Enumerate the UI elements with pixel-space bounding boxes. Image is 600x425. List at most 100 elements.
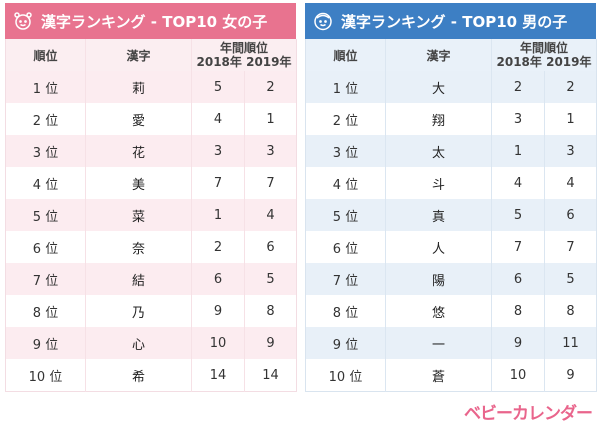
year-labels: 2018年 2019年	[192, 55, 296, 69]
kanji-cell: 莉	[85, 71, 192, 103]
rank-2018-cell: 4	[191, 103, 245, 135]
rank-2018-cell: 1	[491, 135, 545, 167]
kanji-cell: 菜	[85, 199, 192, 231]
rank-2019-cell: 2	[244, 71, 297, 103]
annual-rank-column-header: 年間順位 2018年 2019年	[191, 39, 297, 71]
rank-2019-cell: 9	[544, 359, 597, 392]
year-2019-label: 2019年	[546, 55, 592, 69]
rank-2018-cell: 4	[491, 167, 545, 199]
kanji-cell: 斗	[385, 167, 492, 199]
table-header-row: 順位 漢字 年間順位 2018年 2019年	[305, 39, 597, 71]
table-row: 9 位一 9 11	[305, 327, 597, 359]
rank-cell: 10 位	[305, 359, 386, 392]
rank-2018-cell: 3	[191, 135, 245, 167]
rank-2019-cell: 5	[244, 263, 297, 295]
rank-cell: 4 位	[5, 167, 86, 199]
rank-2018-cell: 6	[191, 263, 245, 295]
rank-2018-cell: 7	[491, 231, 545, 263]
rank-2019-cell: 14	[244, 359, 297, 392]
kanji-cell: 結	[85, 263, 192, 295]
kanji-cell: 人	[385, 231, 492, 263]
year-2018-label: 2018年	[496, 55, 542, 69]
kanji-cell: 希	[85, 359, 192, 392]
rank-2019-cell: 7	[544, 231, 597, 263]
rank-cell: 6 位	[5, 231, 86, 263]
rank-column-header: 順位	[5, 39, 86, 71]
rank-2019-cell: 5	[544, 263, 597, 295]
rank-2018-cell: 2	[491, 71, 545, 103]
annual-rank-column-header: 年間順位 2018年 2019年	[491, 39, 597, 71]
rank-cell: 10 位	[5, 359, 86, 392]
boys-panel-title: 漢字ランキング - TOP10 男の子	[341, 12, 568, 31]
kanji-cell: 愛	[85, 103, 192, 135]
rank-2018-cell: 2	[191, 231, 245, 263]
kanji-cell: 乃	[85, 295, 192, 327]
rank-cell: 8 位	[305, 295, 386, 327]
rank-2018-cell: 5	[491, 199, 545, 231]
kanji-column-header: 漢字	[385, 39, 492, 71]
rank-2019-cell: 2	[544, 71, 597, 103]
rank-cell: 6 位	[305, 231, 386, 263]
rank-2018-cell: 9	[491, 327, 545, 359]
rank-cell: 2 位	[5, 103, 86, 135]
rank-2018-cell: 3	[491, 103, 545, 135]
rank-2019-cell: 6	[244, 231, 297, 263]
rank-2019-cell: 11	[544, 327, 597, 359]
rank-2018-cell: 6	[491, 263, 545, 295]
rank-cell: 9 位	[5, 327, 86, 359]
kanji-cell: 陽	[385, 263, 492, 295]
table-row: 9 位心 10 9	[5, 327, 297, 359]
kanji-cell: 真	[385, 199, 492, 231]
kanji-cell: 一	[385, 327, 492, 359]
table-row: 10 位希 14 14	[5, 359, 297, 392]
rank-2019-cell: 4	[244, 199, 297, 231]
rank-2019-cell: 3	[544, 135, 597, 167]
rank-2018-cell: 10	[491, 359, 545, 392]
kanji-cell: 太	[385, 135, 492, 167]
year-2019-label: 2019年	[246, 55, 292, 69]
rank-cell: 1 位	[305, 71, 386, 103]
rank-2019-cell: 1	[244, 103, 297, 135]
annual-rank-label: 年間順位	[519, 41, 568, 55]
rank-cell: 1 位	[5, 71, 86, 103]
rank-2018-cell: 10	[191, 327, 245, 359]
rank-cell: 4 位	[305, 167, 386, 199]
boys-panel-header: 漢字ランキング - TOP10 男の子	[305, 3, 596, 39]
rank-2018-cell: 7	[191, 167, 245, 199]
rank-2019-cell: 7	[244, 167, 297, 199]
rank-2019-cell: 9	[244, 327, 297, 359]
year-2018-label: 2018年	[196, 55, 242, 69]
rank-2019-cell: 3	[244, 135, 297, 167]
rank-column-header: 順位	[305, 39, 386, 71]
girls-panel-header: 漢字ランキング - TOP10 女の子	[5, 3, 296, 39]
kanji-column-header: 漢字	[85, 39, 192, 71]
brand-logo: ベビーカレンダー	[464, 404, 593, 424]
table-row: 10 位蒼 10 9	[305, 359, 597, 392]
rank-2018-cell: 8	[491, 295, 545, 327]
rank-cell: 7 位	[305, 263, 386, 295]
girls-ranking-panel: 漢字ランキング - TOP10 女の子 順位 漢字 年間順位 2018年 201…	[5, 3, 297, 392]
rank-2019-cell: 1	[544, 103, 597, 135]
kanji-cell: 翔	[385, 103, 492, 135]
kanji-cell: 美	[85, 167, 192, 199]
kanji-cell: 心	[85, 327, 192, 359]
annual-rank-label: 年間順位	[219, 41, 268, 55]
rank-cell: 3 位	[305, 135, 386, 167]
rank-2018-cell: 5	[191, 71, 245, 103]
rank-cell: 7 位	[5, 263, 86, 295]
